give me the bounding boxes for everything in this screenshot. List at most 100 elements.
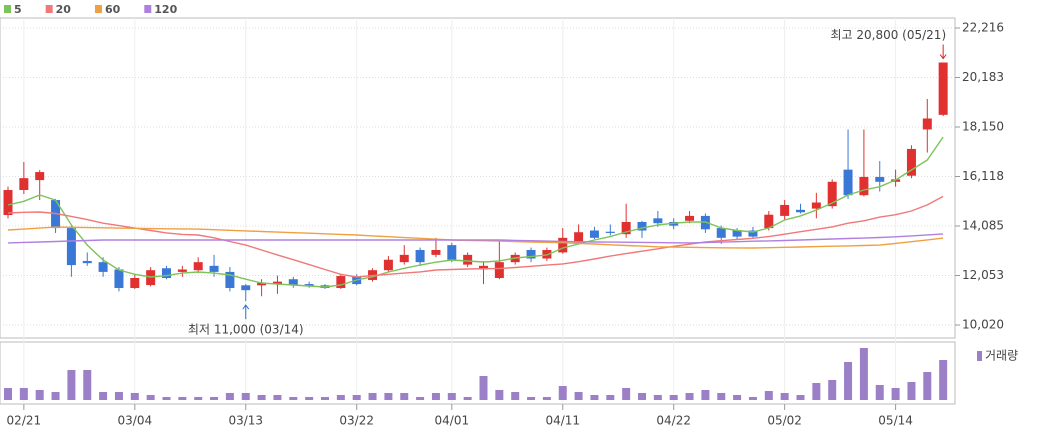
y-tick-label: 20,183 [962,70,1004,84]
legend-swatch [94,5,102,13]
candle-body [780,204,790,216]
volume-bar [653,395,662,400]
volume-bar [257,395,266,400]
volume-bar [305,397,314,400]
volume-bar [194,397,203,400]
x-tick-label: 05/14 [878,414,913,428]
y-tick-label: 10,020 [962,317,1004,331]
volume-bar [463,397,472,400]
volume-bar [114,392,123,400]
candle-body [130,277,140,288]
y-tick-label: 12,053 [962,268,1004,282]
candle-body [431,249,441,255]
x-tick-label: 03/13 [228,414,263,428]
volume-bar [891,388,900,400]
volume-bar [875,385,884,400]
volume-bar [495,390,504,400]
candle-body [764,214,774,229]
volume-bar [701,390,710,400]
volume-bar [368,393,377,400]
volume-bar [844,362,853,400]
candle-body [653,218,663,224]
candle-body [922,118,932,130]
annotation-text: 최고 20,800 (05/21) [830,28,946,42]
volume-bar [83,370,92,400]
candle-body [558,237,568,253]
volume-bar [527,397,536,400]
volume-bar [542,397,551,400]
volume-bar [638,393,646,400]
volume-bar [606,395,615,400]
x-tick-label: 03/04 [118,414,153,428]
volume-bar [210,397,219,400]
volume-bar [19,388,28,400]
legend-label: 5 [14,3,22,16]
candle-body [3,190,13,216]
volume-bar [162,397,171,400]
volume-bar [178,397,187,400]
volume-bar [35,390,44,400]
candle-body [399,254,409,263]
volume-bar [289,397,298,400]
legend-label: 120 [154,3,177,16]
volume-bar [4,388,12,400]
candle-body [827,181,837,207]
candle-body [748,230,758,237]
candle-body [193,262,203,271]
candle-body [288,279,298,286]
candle-body [796,209,805,213]
legend-swatch [144,5,152,13]
y-tick-label: 22,216 [962,21,1004,35]
volume-legend-swatch [977,351,982,361]
x-tick-label: 04/22 [656,414,691,428]
moving-average-line [7,136,944,288]
volume-bar [828,380,837,400]
legend-swatch [45,5,53,13]
candle-body [494,262,504,278]
candle-body [19,178,29,191]
volume-bar [447,393,456,400]
candle-body [177,269,187,272]
volume-bar [130,393,139,400]
volume-bar [796,395,805,400]
candle-body [479,265,488,270]
volume-bar [511,392,520,400]
volume-bar [685,393,694,400]
volume-bar [416,397,425,400]
volume-bar [717,393,726,400]
price-panel [0,17,956,339]
candle-body [605,231,615,233]
volume-bar [812,383,821,400]
annotation-arrowhead [242,304,250,310]
candle-body [811,202,821,209]
volume-bar [67,370,76,400]
candle-body [114,269,124,288]
volume-bar [764,391,773,400]
candle-body [336,276,346,288]
volume-bar [225,393,234,400]
volume-bar [384,393,393,400]
candle-body [621,221,631,235]
volume-bar [748,397,757,400]
candle-body [257,282,267,286]
volume-bar [241,393,250,400]
candle-body [574,232,584,243]
candle-body [875,176,885,182]
candle-body [162,268,171,278]
candle-body [272,281,282,285]
candle-body [415,249,425,263]
y-tick-label: 18,150 [962,120,1004,134]
volume-bar [939,360,948,400]
candle-body [859,176,869,196]
y-tick-label: 16,118 [962,169,1004,183]
volume-bar [859,348,868,400]
candle-body [732,230,742,237]
volume-bar [352,395,361,400]
candle-body [938,62,948,115]
candle-body [35,172,45,181]
x-tick-label: 02/21 [7,414,42,428]
volume-bar [146,395,155,400]
volume-bar [590,395,599,400]
volume-bar [622,388,631,400]
x-tick-label: 04/01 [435,414,470,428]
